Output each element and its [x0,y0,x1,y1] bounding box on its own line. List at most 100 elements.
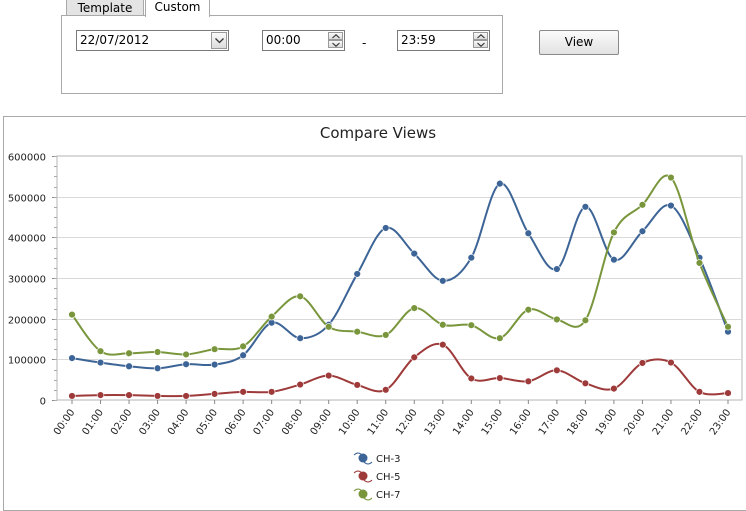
x-tick-label: 10:00 [337,407,363,437]
data-point-ch-7 [296,292,304,300]
x-tick-label: 05:00 [195,407,221,437]
y-tick-label: 0 [40,397,46,408]
custom-filter-panel [61,15,503,94]
arrow-down-icon [332,42,340,47]
date-picker[interactable]: 22/07/2012 [76,30,229,51]
time-range-separator: - [362,36,367,50]
legend-swatch-line [363,461,373,465]
x-tick-label: 14:00 [451,407,477,437]
data-point-ch-3 [524,229,533,237]
data-point-ch-5 [96,391,105,399]
data-point-ch-5 [210,390,219,398]
x-tick-label: 11:00 [366,407,392,437]
start-time-up-button[interactable] [328,32,343,40]
x-tick-label: 15:00 [480,407,506,437]
x-tick-label: 17:00 [537,407,563,437]
data-point-ch-7 [210,345,219,353]
chevron-down-icon [215,38,224,44]
data-point-ch-3 [638,227,647,235]
end-time-up-button[interactable] [473,32,488,40]
start-time-value: 00:00 [266,33,301,47]
data-point-ch-7 [125,349,133,357]
legend-swatch-line [363,479,373,483]
data-point-ch-7 [724,323,732,331]
data-point-ch-5 [296,380,304,389]
legend-label: CH-3 [376,454,400,465]
arrow-down-icon [477,42,485,47]
data-point-ch-7 [267,312,276,321]
data-point-ch-3 [382,224,390,232]
data-point-ch-5 [467,374,476,383]
data-point-ch-7 [610,228,618,237]
start-time-down-button[interactable] [328,40,343,48]
x-tick-label: 16:00 [508,407,534,437]
x-tick-label: 02:00 [109,407,135,437]
data-point-ch-7 [695,259,704,267]
end-time-stepper[interactable]: 23:59 [397,30,490,51]
data-point-ch-5 [239,388,247,396]
data-point-ch-5 [524,377,533,385]
data-point-ch-3 [467,253,476,262]
data-point-ch-3 [610,256,618,264]
data-point-ch-7 [382,331,390,339]
data-point-ch-5 [410,353,418,361]
x-tick-label: 01:00 [80,407,106,437]
data-point-ch-5 [667,358,675,367]
data-point-ch-5 [553,366,561,375]
data-point-ch-7 [410,304,418,312]
x-tick-label: 23:00 [708,407,734,437]
end-time-down-button[interactable] [473,40,488,48]
y-tick-label: 500000 [8,194,46,205]
legend-label: CH-7 [376,490,400,501]
data-point-ch-5 [496,374,504,382]
tab-template[interactable]: Template [66,0,144,17]
start-time-spinner[interactable] [328,32,343,49]
arrow-up-icon [477,34,485,39]
data-point-ch-7 [239,342,247,351]
data-point-ch-7 [467,321,476,329]
data-point-ch-3 [96,358,105,367]
data-point-ch-7 [496,334,504,342]
data-point-ch-3 [581,203,590,211]
legend-swatch-ch-3 [358,453,368,463]
data-point-ch-5 [382,386,390,394]
data-point-ch-3 [296,334,304,342]
data-point-ch-7 [353,327,361,336]
x-tick-label: 12:00 [394,407,420,437]
legend-swatch-ch-5 [358,471,368,481]
legend-swatch-ch-7 [358,489,368,499]
data-point-ch-7 [182,350,190,359]
x-tick-label: 08:00 [280,407,306,437]
y-tick-label: 200000 [8,316,46,327]
data-point-ch-5 [581,379,590,388]
data-point-ch-5 [267,388,276,396]
data-point-ch-3 [667,201,675,210]
data-point-ch-5 [182,392,190,400]
date-dropdown-button[interactable] [211,32,227,49]
x-tick-label: 20:00 [622,407,648,437]
data-point-ch-5 [695,388,704,396]
end-time-spinner[interactable] [473,32,488,49]
end-time-value: 23:59 [401,33,436,47]
start-time-stepper[interactable]: 00:00 [262,30,345,51]
x-tick-label: 07:00 [252,407,278,437]
data-point-ch-5 [324,371,333,380]
data-point-ch-3 [267,319,276,327]
data-point-ch-3 [182,360,190,368]
tab-custom[interactable]: Custom [145,0,210,17]
data-point-ch-5 [153,392,162,400]
data-point-ch-5 [638,359,647,367]
data-point-ch-3 [410,249,418,258]
y-tick-label: 600000 [8,153,46,164]
x-tick-label: 03:00 [137,407,163,437]
view-button[interactable]: View [539,30,619,55]
data-point-ch-3 [68,354,76,362]
y-tick-label: 400000 [8,234,46,245]
data-point-ch-5 [610,384,618,393]
data-point-ch-3 [496,179,504,188]
x-tick-label: 18:00 [565,407,591,437]
data-point-ch-3 [239,351,247,359]
data-point-ch-3 [439,277,447,285]
data-point-ch-7 [553,315,561,324]
